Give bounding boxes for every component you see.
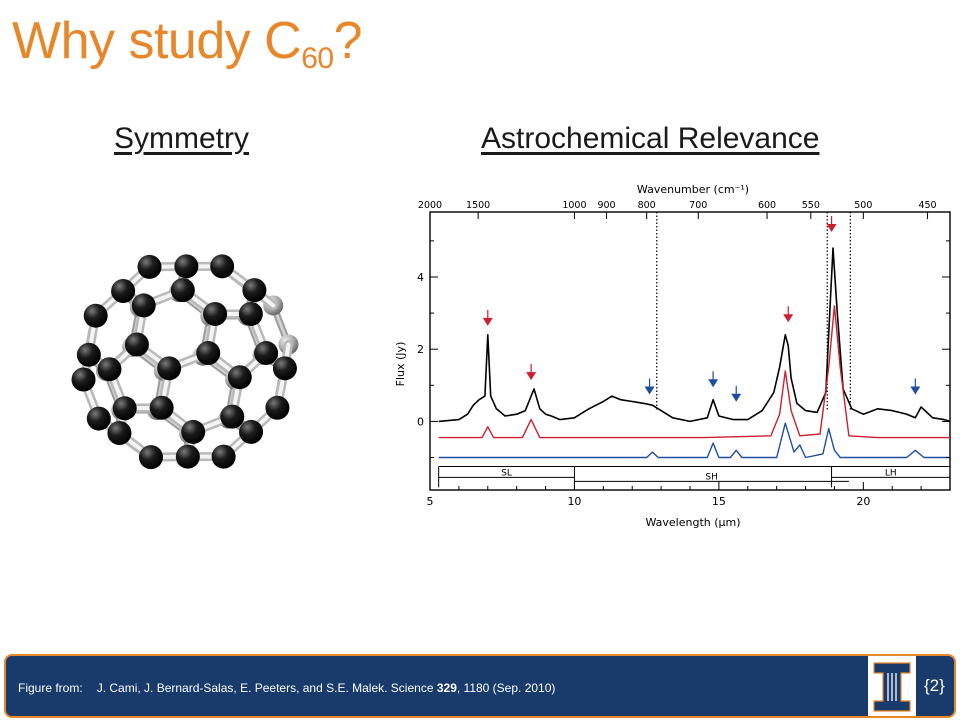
carbon-atom	[174, 254, 199, 279]
carbon-atom	[149, 395, 174, 420]
module-label: SL	[501, 468, 512, 478]
carbon-atom	[170, 278, 195, 303]
plot-frame	[429, 211, 951, 491]
top-tick-label: 800	[638, 200, 656, 211]
carbon-atom	[211, 444, 236, 469]
carbon-atom	[124, 332, 149, 357]
top-axis-label: Wavenumber (cm⁻¹)	[637, 183, 749, 196]
bottom-axis-label: Wavelength (μm)	[645, 516, 740, 529]
feature-arrow-head	[826, 224, 837, 233]
carbon-atom	[175, 444, 200, 469]
module-label: SH	[705, 472, 717, 482]
top-tick-label: 1000	[562, 200, 586, 211]
top-tick-label: 500	[854, 200, 872, 211]
top-tick-label: 900	[597, 200, 615, 211]
feature-arrow-head	[482, 317, 493, 326]
carbon-atom	[111, 279, 136, 304]
carbon-atom	[227, 365, 252, 390]
y-tick-label: 0	[417, 415, 424, 428]
carbon-atom	[181, 419, 206, 444]
carbon-atom	[238, 301, 263, 326]
carbon-atom	[239, 419, 264, 444]
feature-arrow-head	[910, 386, 921, 395]
top-tick-label: 700	[689, 200, 707, 211]
dotted-reference-lines	[656, 212, 851, 411]
footer-bar: Figure from: J. Cami, J. Bernard-Salas, E…	[4, 654, 956, 718]
university-logo	[868, 656, 916, 716]
plot-border	[429, 211, 951, 491]
carbon-atom	[265, 395, 290, 420]
carbon-atom	[196, 341, 221, 366]
top-tick-label: 2000	[418, 200, 442, 211]
feature-arrow-head	[783, 314, 794, 323]
carbon-atom	[86, 406, 111, 431]
spectrum-series-line	[438, 422, 950, 459]
carbon-atom	[157, 356, 182, 381]
carbon-atom	[97, 357, 122, 382]
feature-arrows	[482, 216, 921, 402]
module-label: LH	[885, 468, 897, 478]
feature-arrow-head	[708, 379, 719, 388]
title-question-mark: ?	[333, 12, 363, 70]
molecule-front-atoms	[71, 254, 297, 470]
spectrum-series	[438, 247, 951, 459]
y-tick-label: 4	[417, 271, 424, 284]
bottom-tick-label: 15	[712, 495, 726, 508]
slide-title: Why study C60?	[12, 6, 363, 84]
citation: Figure from: J. Cami, J. Bernard-Salas, E…	[18, 681, 555, 695]
c60-molecule-illustration	[71, 254, 299, 470]
carbon-atom	[137, 254, 162, 279]
carbon-atom	[71, 367, 96, 392]
carbon-atom	[76, 342, 101, 367]
symmetry-heading: Symmetry	[114, 122, 249, 155]
carbon-atom	[131, 293, 156, 318]
figure-source-label: Figure from:	[18, 681, 83, 695]
spectrum-series-line	[438, 247, 951, 423]
citation-pages-date: , 1180 (Sep. 2010)	[456, 681, 556, 695]
spectrum-series-line	[438, 305, 950, 439]
y-tick-label: 2	[417, 343, 424, 356]
top-tick-label: 450	[918, 200, 936, 211]
carbon-atom	[107, 420, 132, 445]
citation-authors: J. Cami, J. Bernard-Salas, E. Peeters, a…	[96, 681, 437, 695]
bottom-tick-label: 5	[427, 495, 434, 508]
block-i-logo-icon	[873, 662, 911, 712]
y-axis-label: Flux (Jy)	[394, 342, 407, 387]
astrochemical-relevance-heading: Astrochemical Relevance	[481, 122, 820, 155]
title-text: Why study C	[12, 12, 302, 70]
title-subscript: 60	[301, 42, 334, 75]
bottom-tick-label: 10	[567, 495, 581, 508]
carbon-atom	[203, 301, 228, 326]
feature-arrow-head	[644, 386, 655, 395]
page-number: {2}	[924, 676, 945, 695]
feature-arrow-head	[731, 393, 742, 402]
carbon-atom	[112, 396, 137, 421]
top-tick-label: 1500	[466, 200, 490, 211]
carbon-atom	[210, 254, 235, 279]
top-tick-label: 600	[758, 200, 776, 211]
carbon-atom	[83, 303, 108, 328]
carbon-atom	[242, 278, 267, 303]
top-tick-label: 550	[802, 200, 820, 211]
carbon-atom	[220, 404, 245, 429]
spectral-module-ranges: SL SH LH	[438, 466, 950, 488]
carbon-atom	[254, 341, 279, 366]
carbon-atom	[138, 445, 163, 470]
feature-arrow-head	[526, 372, 537, 381]
carbon-atom	[272, 356, 297, 381]
bottom-tick-label: 20	[856, 495, 870, 508]
citation-volume: 329	[436, 681, 457, 695]
